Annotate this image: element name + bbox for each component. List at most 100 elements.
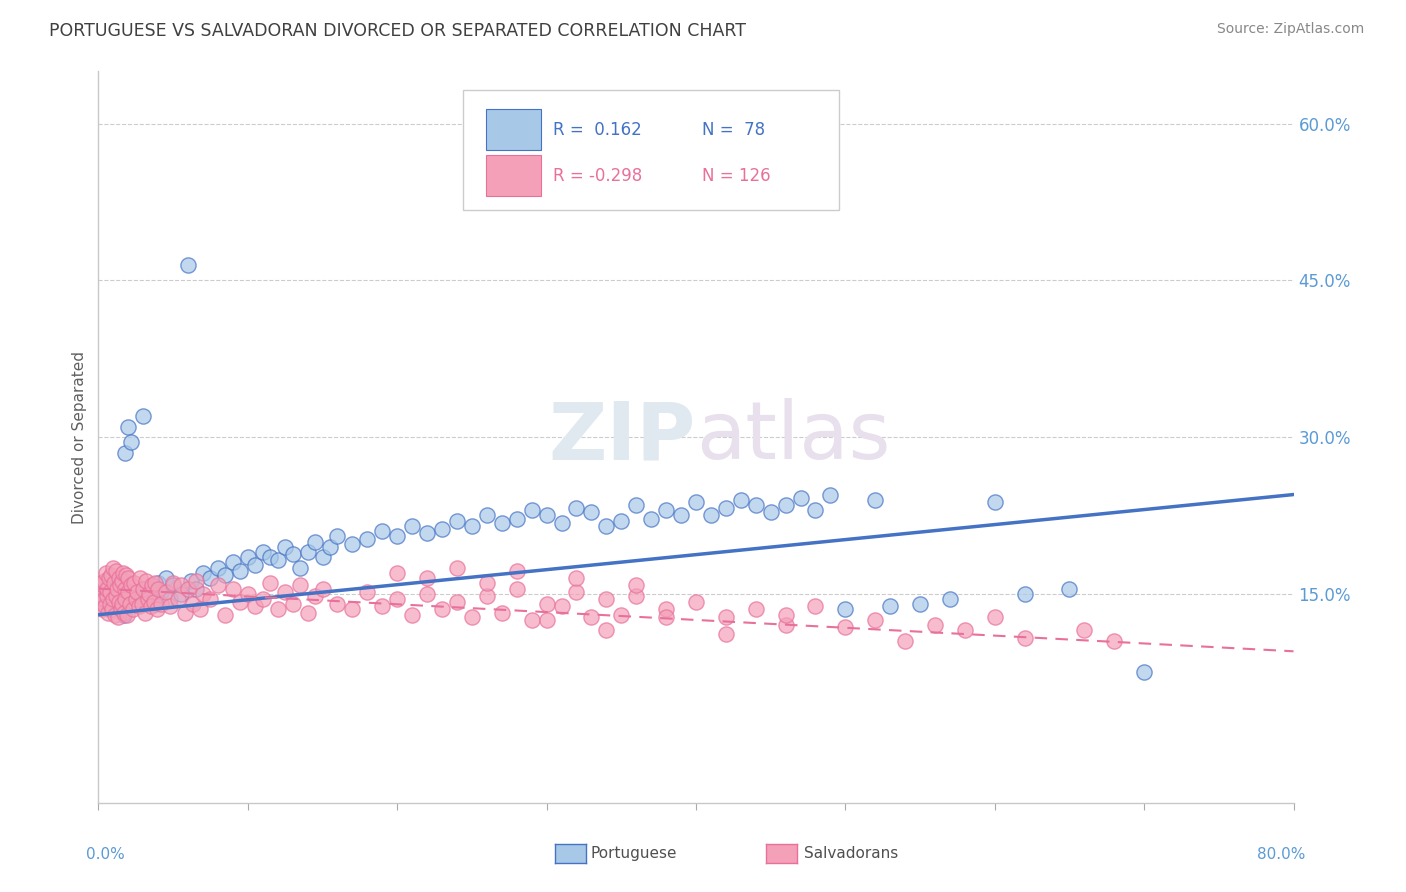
Point <box>111 592 134 607</box>
Point <box>134 606 156 620</box>
Point <box>356 584 378 599</box>
Point <box>108 587 131 601</box>
FancyBboxPatch shape <box>463 90 839 211</box>
Point <box>112 566 135 580</box>
Point <box>138 587 160 601</box>
Point <box>245 599 267 614</box>
Point <box>939 592 962 607</box>
Point <box>581 609 603 624</box>
Point <box>142 595 165 609</box>
Point <box>141 578 163 592</box>
Point <box>565 501 588 516</box>
Point <box>775 618 797 632</box>
Point <box>111 597 134 611</box>
Point <box>94 597 117 611</box>
Point <box>626 578 648 592</box>
Text: Salvadorans: Salvadorans <box>804 847 898 861</box>
Point <box>97 606 120 620</box>
Point <box>229 564 252 578</box>
Point <box>129 587 152 601</box>
Point <box>184 574 207 589</box>
Point <box>97 602 120 616</box>
Point <box>128 599 150 614</box>
Point <box>894 633 917 648</box>
Point <box>461 519 484 533</box>
Point <box>700 508 723 523</box>
Point <box>865 492 887 507</box>
Point <box>110 574 132 589</box>
Point <box>150 597 173 611</box>
Text: N = 126: N = 126 <box>702 167 770 185</box>
Point <box>207 578 229 592</box>
Point <box>135 574 157 589</box>
Point <box>191 566 214 580</box>
Point <box>155 571 177 585</box>
Point <box>200 592 222 607</box>
Point <box>685 495 707 509</box>
Point <box>121 602 143 616</box>
Point <box>304 589 326 603</box>
Point <box>131 597 153 611</box>
Point <box>159 592 181 607</box>
Point <box>491 606 513 620</box>
Point <box>565 584 588 599</box>
Point <box>461 609 484 624</box>
Point <box>626 589 648 603</box>
Point <box>132 409 155 424</box>
Point <box>288 578 311 592</box>
Point <box>177 258 200 272</box>
Point <box>155 584 177 599</box>
Text: R = -0.298: R = -0.298 <box>553 167 641 185</box>
Point <box>110 602 132 616</box>
Point <box>924 618 946 632</box>
Point <box>446 560 468 574</box>
Point <box>104 564 127 578</box>
Point <box>319 540 342 554</box>
Point <box>775 607 797 622</box>
Point <box>356 533 378 547</box>
Point <box>626 498 648 512</box>
Point <box>166 592 188 607</box>
Point <box>114 446 136 460</box>
Point <box>108 578 131 592</box>
Point <box>1133 665 1156 680</box>
Point <box>274 540 297 554</box>
Point <box>1014 587 1036 601</box>
Point <box>640 511 662 525</box>
Point <box>297 545 319 559</box>
Point <box>181 597 204 611</box>
Y-axis label: Divorced or Separated: Divorced or Separated <box>72 351 87 524</box>
Point <box>745 498 768 512</box>
Point <box>595 624 617 638</box>
Point <box>125 592 148 607</box>
Point <box>132 582 155 596</box>
Point <box>879 599 901 614</box>
Point <box>90 576 112 591</box>
Point <box>655 602 678 616</box>
Point <box>145 602 167 616</box>
Point <box>288 560 311 574</box>
Point <box>342 602 364 616</box>
Point <box>107 609 129 624</box>
Point <box>124 576 146 591</box>
Point <box>536 597 558 611</box>
Point <box>214 568 236 582</box>
Point <box>117 584 139 599</box>
Point <box>304 534 326 549</box>
Point <box>252 592 274 607</box>
Point <box>311 550 333 565</box>
Point <box>820 487 842 501</box>
Point <box>385 529 409 543</box>
Point <box>207 560 229 574</box>
Point <box>804 599 827 614</box>
Point <box>100 568 122 582</box>
Point <box>610 514 633 528</box>
Point <box>101 602 124 616</box>
Point <box>117 571 139 585</box>
Point <box>222 582 245 596</box>
Point <box>401 519 423 533</box>
Text: N =  78: N = 78 <box>702 121 765 139</box>
Point <box>259 550 281 565</box>
Point <box>550 516 572 530</box>
Point <box>177 582 200 596</box>
